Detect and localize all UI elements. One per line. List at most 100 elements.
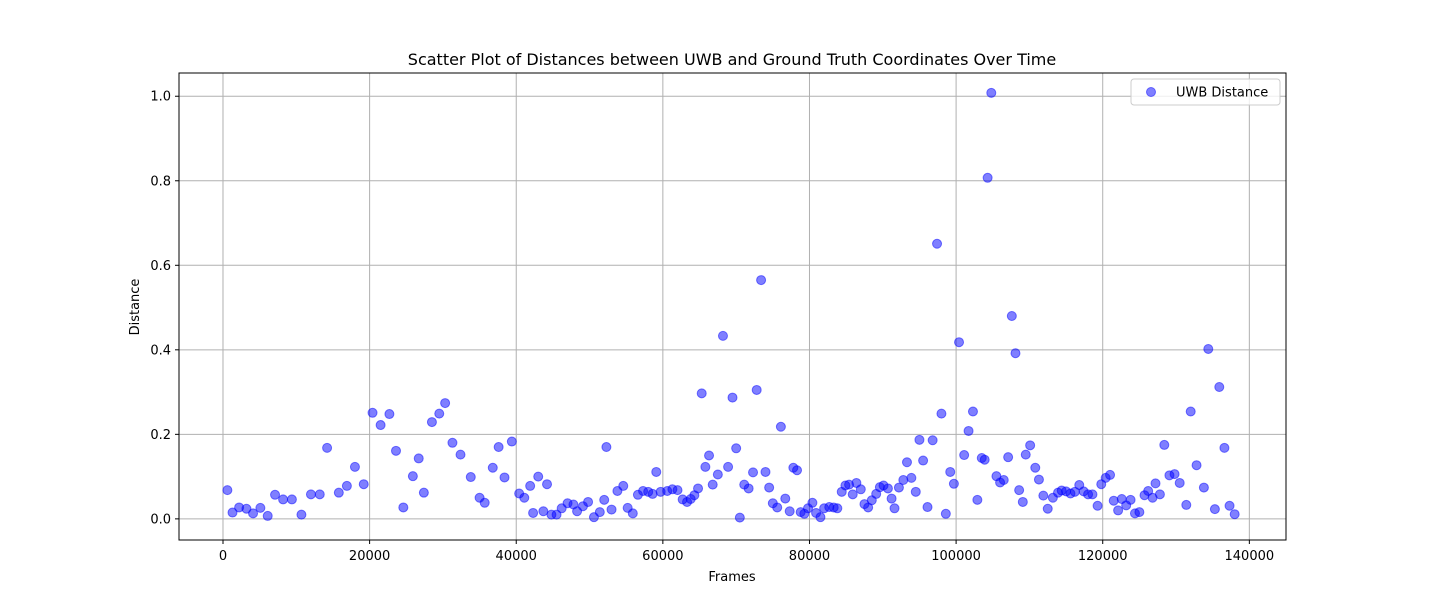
- scatter-point: [775, 421, 786, 432]
- scatter-point: [248, 508, 259, 519]
- scatter-point: [278, 494, 289, 505]
- y-tick-label: 0.4: [150, 343, 171, 358]
- scatter-point: [914, 434, 925, 445]
- scatter-point: [748, 467, 759, 478]
- x-tick-label: 120000: [1078, 549, 1128, 564]
- scatter-point: [384, 409, 395, 420]
- scatter-point: [717, 330, 728, 341]
- scatter-point: [375, 420, 386, 431]
- scatter-point: [533, 471, 544, 482]
- scatter-point: [1020, 449, 1031, 460]
- scatter-point: [447, 437, 458, 448]
- scatter-point: [314, 489, 325, 500]
- x-tick-label: 140000: [1225, 549, 1275, 564]
- scatter-point: [1125, 494, 1136, 505]
- scatter-point: [1017, 496, 1028, 507]
- scatter-point: [542, 479, 553, 490]
- scatter-point: [936, 408, 947, 419]
- scatter-point: [807, 497, 818, 508]
- scatter-point: [1033, 474, 1044, 485]
- scatter-point: [367, 407, 378, 418]
- scatter-point: [1014, 485, 1025, 496]
- scatter-point: [296, 509, 307, 520]
- y-tick-label: 0.6: [150, 259, 171, 274]
- scatter-point: [727, 392, 738, 403]
- scatter-point: [1010, 348, 1021, 359]
- scatter-point: [700, 461, 711, 472]
- scatter-point: [413, 453, 424, 464]
- scatter-point: [954, 337, 965, 348]
- scatter-point: [1087, 489, 1098, 500]
- scatter-point: [418, 487, 429, 498]
- scatter-point: [940, 508, 951, 519]
- scatter-point: [528, 507, 539, 518]
- scatter-point: [341, 480, 352, 491]
- scatter-point: [889, 503, 900, 514]
- scatter-point: [322, 442, 333, 453]
- x-tick-label: 60000: [642, 549, 683, 564]
- scatter-point: [743, 483, 754, 494]
- scatter-point: [963, 425, 974, 436]
- scatter-point: [333, 487, 344, 498]
- scatter-point: [886, 493, 897, 504]
- scatter-point: [479, 497, 490, 508]
- chart-title: Scatter Plot of Distances between UWB an…: [408, 50, 1056, 69]
- scatter-point: [815, 512, 826, 523]
- scatter-point: [1108, 495, 1119, 506]
- scatter-point: [305, 489, 316, 500]
- y-tick-label: 1.0: [150, 90, 171, 105]
- scatter-point: [1181, 499, 1192, 510]
- scatter-point: [349, 461, 360, 472]
- scatter-point: [434, 408, 445, 419]
- scatter-point: [731, 443, 742, 454]
- scatter-point: [627, 508, 638, 519]
- x-tick-label: 80000: [789, 549, 830, 564]
- scatter-point: [647, 488, 658, 499]
- scatter-point: [898, 474, 909, 485]
- scatter-point: [979, 454, 990, 465]
- x-tick-label: 100000: [931, 549, 981, 564]
- y-axis-title: Distance: [128, 279, 143, 336]
- scatter-point: [1105, 469, 1116, 480]
- scatter-point: [945, 466, 956, 477]
- scatter-point: [764, 482, 775, 493]
- scatter-point: [255, 502, 266, 513]
- scatter-point: [723, 461, 734, 472]
- y-tick-label: 0.8: [150, 174, 171, 189]
- scatter-point: [792, 465, 803, 476]
- scatter-point: [772, 502, 783, 513]
- scatter-point: [922, 502, 933, 513]
- scatter-point: [1209, 504, 1220, 515]
- scatter-point: [618, 480, 629, 491]
- scatter-point: [1113, 505, 1124, 516]
- scatter-point: [227, 507, 238, 518]
- legend: UWB Distance: [1130, 78, 1281, 106]
- axis-ticks: 0 20000 40000 60000 80000 100000 120000 140000 0…: [150, 90, 1274, 564]
- scatter-point: [1174, 477, 1185, 488]
- scatter-point: [1219, 442, 1230, 453]
- scatter-point: [391, 445, 402, 456]
- scatter-point: [1134, 507, 1145, 518]
- scatter-point: [1191, 460, 1202, 471]
- grid: [179, 73, 1286, 540]
- scatter-point: [398, 502, 409, 513]
- scatter-point: [1003, 452, 1014, 463]
- scatter-point: [672, 485, 683, 496]
- scatter-point: [784, 506, 795, 517]
- scatter-point: [1169, 469, 1180, 480]
- scatter-point: [1025, 440, 1036, 451]
- scatter-point: [910, 486, 921, 497]
- scatter-point: [551, 509, 562, 520]
- scatter-point: [832, 503, 843, 514]
- scatter-point: [1224, 500, 1235, 511]
- scatter-point: [959, 450, 970, 461]
- scatter-point: [651, 466, 662, 477]
- scatter-point: [948, 478, 959, 489]
- data-points: [222, 87, 1240, 523]
- scatter-point: [855, 484, 866, 495]
- scatter-point: [734, 512, 745, 523]
- x-tick-label: 40000: [496, 549, 537, 564]
- scatter-point: [1198, 482, 1209, 493]
- scatter-point: [270, 489, 281, 500]
